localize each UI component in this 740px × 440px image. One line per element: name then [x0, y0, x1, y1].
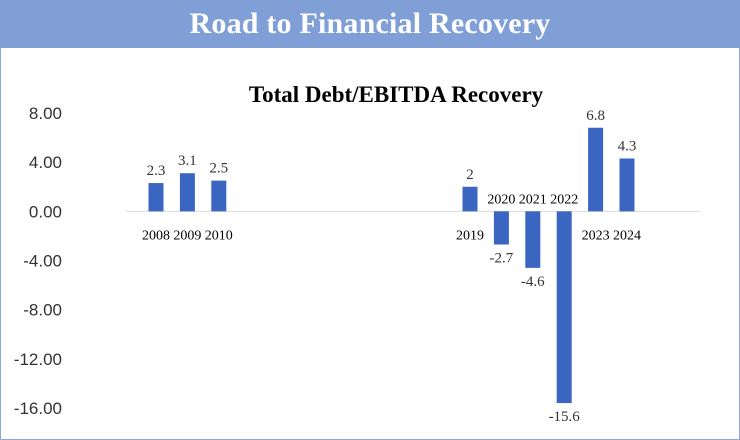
category-label-2022: 2022: [550, 192, 578, 207]
y-tick-label: -4.00: [23, 252, 62, 271]
bar-2020: [493, 211, 509, 245]
y-tick-label: 4.00: [29, 153, 62, 172]
data-label-2023: 6.8: [586, 108, 605, 124]
data-label-2021: -4.6: [521, 274, 545, 290]
bar-2010: [211, 180, 227, 212]
data-label-2008: 2.3: [147, 163, 166, 179]
data-label-2010: 2.5: [209, 161, 228, 177]
data-label-2019: 2: [466, 167, 474, 183]
data-label-2024: 4.3: [618, 138, 637, 154]
bar-2023: [588, 127, 604, 212]
y-tick-label: 0.00: [29, 202, 62, 221]
bars-group: [148, 127, 635, 404]
chart-title: Total Debt/EBITDA Recovery: [249, 82, 544, 107]
bar-2009: [179, 173, 195, 212]
bar-2024: [619, 158, 635, 212]
banner-title: Road to Financial Recovery: [189, 7, 551, 40]
y-axis: 8.00 4.00 0.00 -4.00 -8.00 -12.00 -16.00: [14, 104, 62, 418]
category-label-2024: 2024: [613, 228, 641, 243]
y-tick-label: 8.00: [29, 104, 62, 123]
data-label-2009: 3.1: [178, 153, 197, 169]
title-banner: Road to Financial Recovery: [0, 0, 740, 48]
y-tick-label: -12.00: [14, 350, 62, 369]
bar-2022: [556, 211, 572, 404]
bar-2021: [525, 211, 541, 268]
category-label-2019: 2019: [456, 228, 484, 243]
category-label-2023: 2023: [582, 228, 610, 243]
category-label-2008: 2008: [142, 228, 170, 243]
y-tick-label: -16.00: [14, 399, 62, 418]
labels-group: 2.3 2008 3.1 2009 2.5 2010 2 2019 -2.7 2020 -4.6 20…: [142, 108, 641, 425]
bar-2008: [148, 183, 164, 212]
bar-2019: [462, 186, 478, 212]
category-label-2020: 2020: [487, 192, 515, 207]
data-label-2022: -15.6: [549, 409, 581, 425]
category-label-2021: 2021: [519, 192, 547, 207]
y-tick-label: -8.00: [23, 301, 62, 320]
category-label-2009: 2009: [173, 228, 201, 243]
category-label-2010: 2010: [205, 228, 233, 243]
data-label-2020: -2.7: [490, 251, 514, 267]
